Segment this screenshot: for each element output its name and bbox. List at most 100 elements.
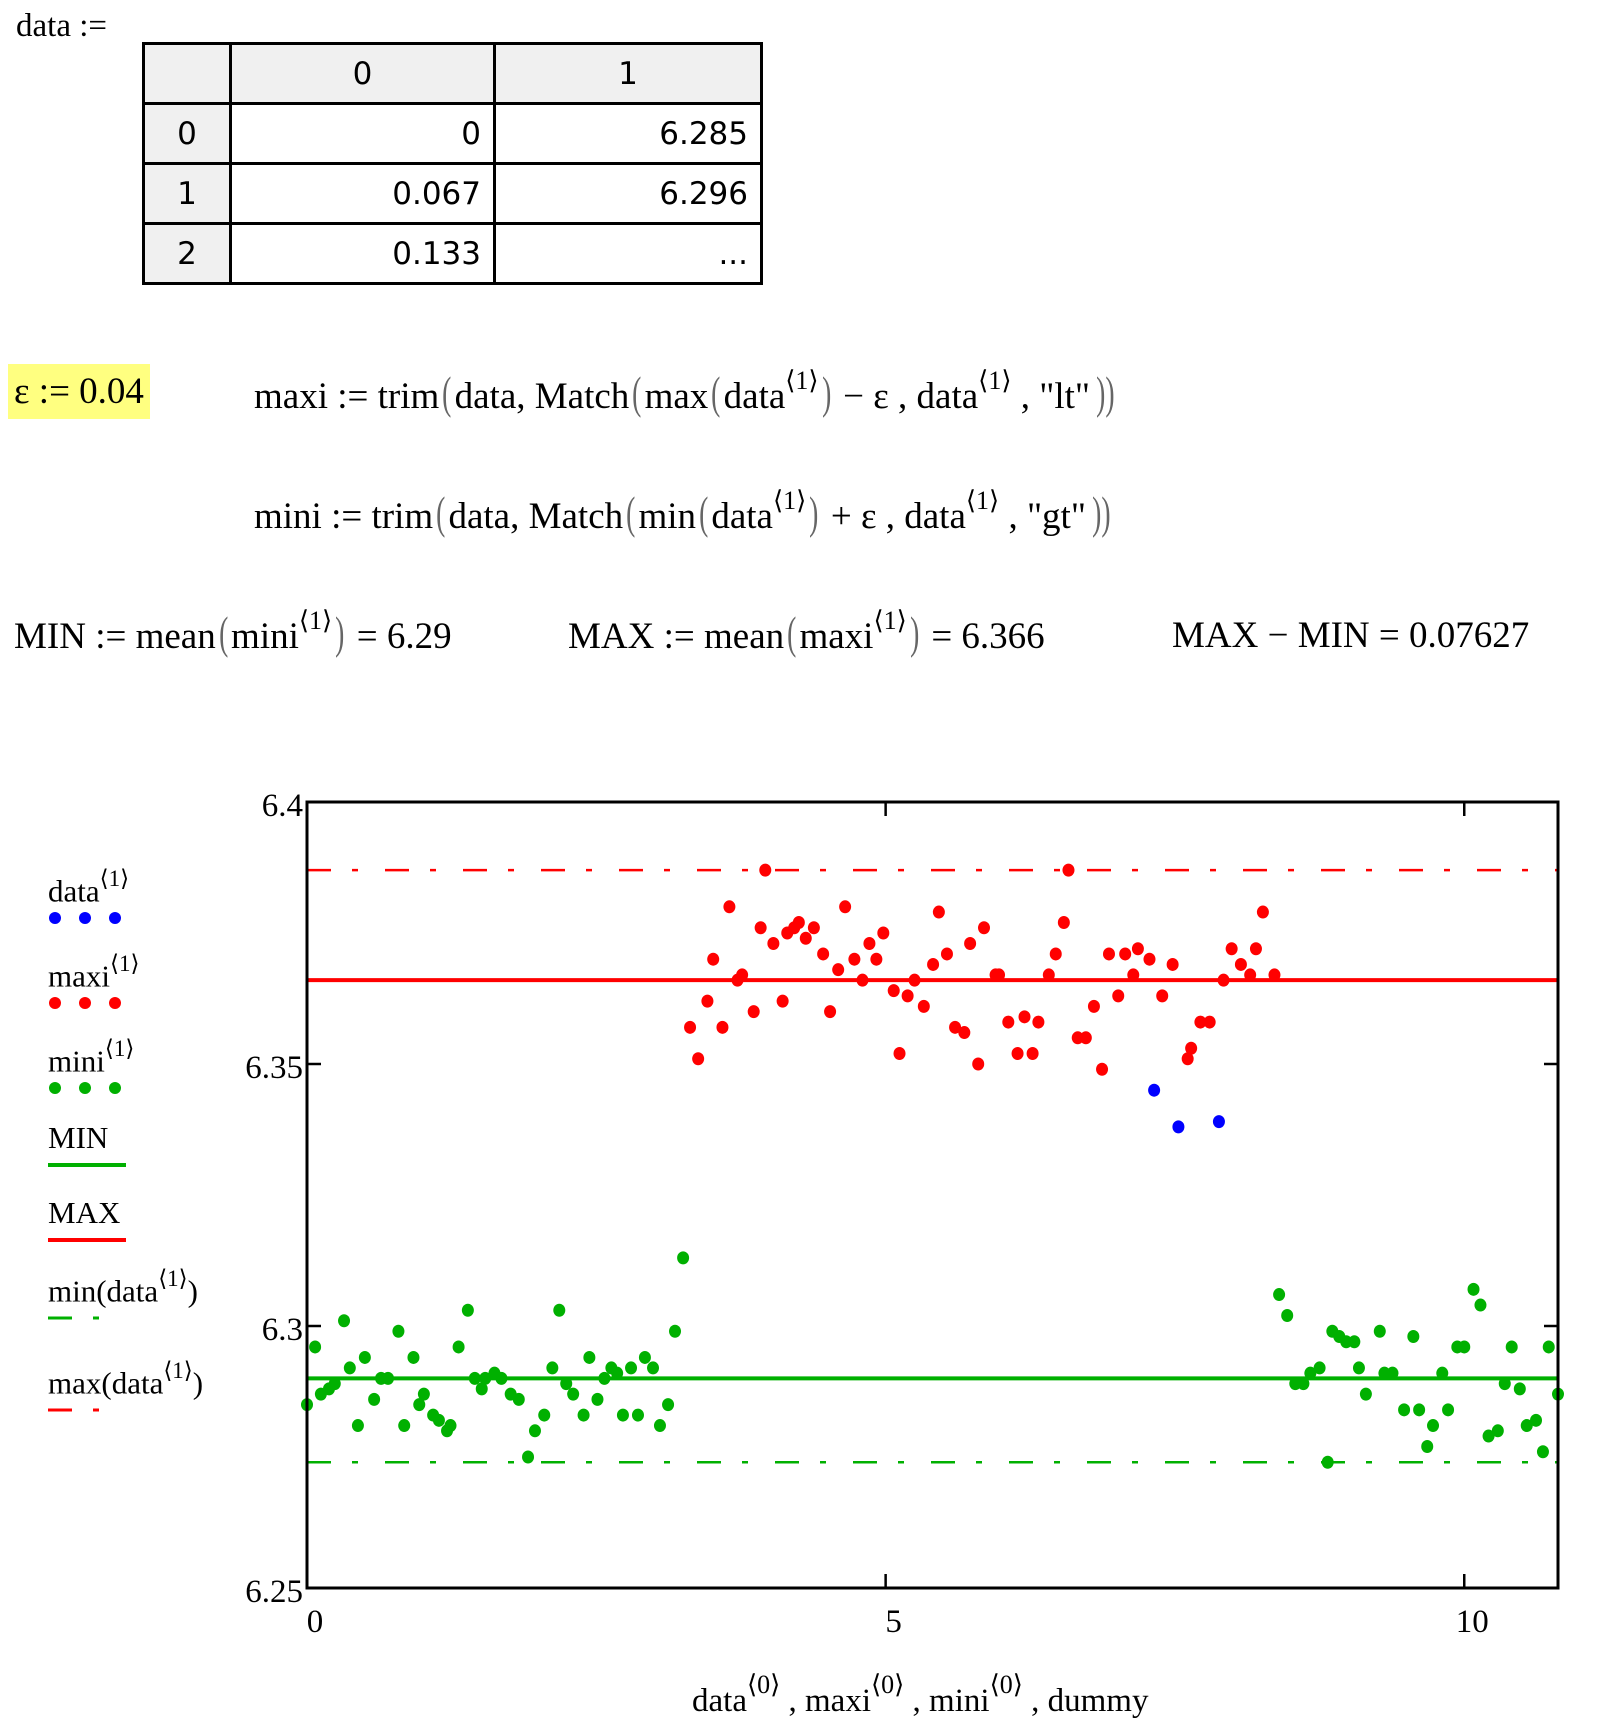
data-point: [776, 994, 789, 1008]
legend-entry: MIN: [48, 1120, 138, 1172]
data-point: [754, 921, 767, 935]
data-point: [701, 994, 714, 1008]
epsilon-definition[interactable]: ε := 0.04: [8, 364, 150, 419]
paren: ): [335, 607, 345, 658]
data-point: [993, 968, 1006, 982]
paren: (: [442, 367, 452, 418]
data-point: [1249, 942, 1262, 956]
data-point: [716, 1020, 729, 1034]
data-point: [1062, 863, 1075, 877]
legend-entry: data⟨1⟩: [48, 866, 138, 925]
data-point: [1542, 1340, 1555, 1354]
data-point: [1217, 973, 1230, 987]
data-point: [958, 1026, 971, 1040]
data-point: [977, 921, 990, 935]
legend-dot: [49, 912, 61, 925]
paren: (: [436, 487, 446, 538]
legend-entry: mini⟨1⟩: [48, 1036, 138, 1095]
expr-text: mini := trim: [254, 496, 434, 537]
plot-frame: [305, 800, 1560, 1590]
result-value: = 6.366: [922, 616, 1045, 657]
matrix-row: 1 0.067 6.296: [142, 162, 763, 225]
min-result[interactable]: MIN := mean(mini⟨1⟩) = 6.29: [14, 606, 452, 659]
legend-swatch: [48, 1238, 126, 1242]
mini-definition[interactable]: mini := trim(data, Match(min(data⟨1⟩) + …: [254, 486, 1117, 539]
data-point: [382, 1371, 395, 1385]
data-point: [863, 936, 876, 950]
data-point: [1256, 905, 1269, 919]
data-point: [877, 926, 890, 940]
data-point: [1166, 957, 1179, 971]
data-point: [1398, 1403, 1411, 1417]
data-point: [1185, 1041, 1198, 1055]
data-point: [351, 1419, 364, 1433]
paren: ): [809, 487, 819, 538]
data-point: [1520, 1419, 1533, 1433]
matrix-cell[interactable]: 6.285: [493, 102, 763, 165]
data-point: [1513, 1382, 1526, 1396]
x-tick-label: 0: [307, 1604, 324, 1640]
expr-text: min: [638, 496, 697, 537]
data-point: [940, 947, 953, 961]
data-point: [1281, 1309, 1294, 1323]
legend-sup: ⟨1⟩: [158, 1266, 188, 1291]
matrix-cell[interactable]: 6.296: [493, 162, 763, 225]
data-point: [625, 1361, 638, 1375]
maxi-definition[interactable]: maxi := trim(data, Match(max(data⟨1⟩) − …: [254, 366, 1121, 419]
data-point: [692, 1052, 705, 1066]
difference-result[interactable]: MAX − MIN = 0.07627: [1172, 615, 1530, 656]
paren: )): [1096, 367, 1115, 418]
matrix-cell[interactable]: 0: [229, 102, 496, 165]
data-point: [1194, 1015, 1207, 1029]
data-point: [1156, 989, 1169, 1003]
matrix-col-header: 1: [493, 42, 763, 105]
legend-sup: ⟨1⟩: [104, 1036, 135, 1061]
max-result[interactable]: MAX := mean(maxi⟨1⟩) = 6.366: [568, 606, 1045, 659]
data-point: [832, 963, 845, 977]
data-point: [1530, 1413, 1543, 1427]
paren: (: [787, 607, 797, 658]
data-point: [591, 1392, 604, 1406]
data-point: [417, 1387, 430, 1401]
data-point: [927, 957, 940, 971]
data-point: [1467, 1282, 1480, 1296]
matrix-col-header: 0: [229, 42, 496, 105]
data-point: [1131, 942, 1144, 956]
data-point: [1304, 1366, 1317, 1380]
data-point: [1273, 1288, 1286, 1302]
legend-swatch: [48, 1408, 126, 1412]
paren: (: [711, 367, 721, 418]
matrix-cell[interactable]: ...: [493, 222, 763, 285]
data-point: [479, 1371, 492, 1385]
data-point: [1482, 1429, 1495, 1443]
data-point: [546, 1361, 559, 1375]
data-point: [736, 968, 749, 982]
matrix-cell[interactable]: 0.133: [229, 222, 496, 285]
expr-text: mini: [231, 616, 299, 657]
data-point: [1032, 1015, 1045, 1029]
data-point: [1321, 1455, 1334, 1469]
matrix-cell[interactable]: 0.067: [229, 162, 496, 225]
expr-text: data: [723, 376, 786, 417]
data-point: [653, 1419, 666, 1433]
paren: (: [699, 487, 709, 538]
data-point: [887, 984, 900, 998]
paren: (: [632, 367, 642, 418]
legend-swatch: [48, 1316, 126, 1320]
expr-text: + ε , data: [821, 496, 966, 537]
data-point: [799, 931, 812, 945]
data-point: [398, 1419, 411, 1433]
data-point: [848, 952, 861, 966]
data-point: [452, 1340, 465, 1354]
legend-dot: [79, 912, 91, 925]
data-point: [1011, 1047, 1024, 1061]
data-point: [1018, 1010, 1031, 1024]
data-point: [1491, 1424, 1504, 1438]
data-point: [1026, 1047, 1039, 1061]
data-point: [972, 1057, 985, 1071]
y-tick-label: 6.3: [262, 1312, 303, 1348]
expr-text: − ε , data: [833, 376, 979, 417]
legend-dot: [49, 1082, 61, 1095]
matrix-row-index: 1: [142, 162, 232, 225]
